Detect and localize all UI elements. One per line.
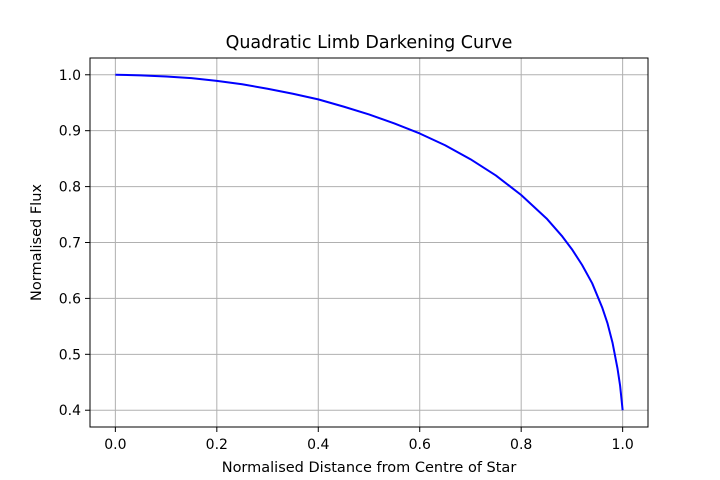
y-tick-label: 0.6 (59, 291, 81, 307)
x-tick-label: 1.0 (612, 437, 634, 453)
y-tick-label: 0.4 (59, 403, 81, 419)
x-tick-label: 0.8 (510, 437, 532, 453)
x-tick-label: 0.6 (409, 437, 431, 453)
y-tick-label: 0.8 (59, 180, 81, 196)
x-tick-label: 0.2 (206, 437, 228, 453)
grid-lines (90, 58, 648, 427)
x-axis-label: Normalised Distance from Centre of Star (222, 460, 517, 476)
x-tick-label: 0.4 (307, 437, 329, 453)
y-tick-label: 1.0 (59, 68, 81, 84)
series-layer (115, 73, 624, 411)
flux-curve-line (115, 73, 624, 411)
y-tick-label: 0.9 (59, 124, 81, 140)
axis-ticks: 0.0 0.2 0.4 0.6 0.8 1.0 0.4 0.5 0.6 0.7 0.8 0.9 1.0 (59, 68, 634, 453)
y-tick-label: 0.5 (59, 347, 81, 363)
y-axis-label: Normalised Flux (29, 184, 45, 301)
chart-title: Quadratic Limb Darkening Curve (226, 33, 513, 53)
y-tick-label: 0.7 (59, 236, 81, 252)
x-tick-label: 0.0 (104, 437, 126, 453)
